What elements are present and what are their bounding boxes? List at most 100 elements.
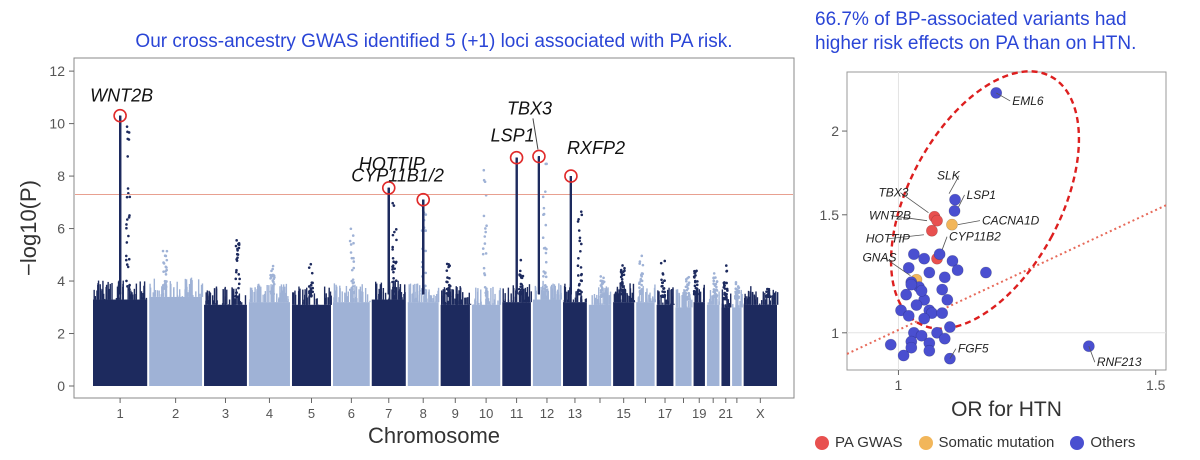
chromosome-10-background	[497, 300, 499, 305]
chromosome-3-peak-point	[235, 291, 238, 295]
chromosome-2-background	[187, 292, 189, 297]
chromosome-2-background	[195, 291, 197, 297]
chromosome-4-background	[253, 291, 255, 303]
chromosome-10-background	[487, 298, 490, 305]
chromosome-14-peak-point	[601, 286, 604, 290]
y-tick-label: 12	[49, 63, 65, 79]
chromosome-5-background	[297, 298, 300, 305]
chromosome-x-background	[773, 292, 776, 305]
chromosome-13-peak-point	[579, 210, 583, 213]
chromosome-4-background	[271, 294, 274, 303]
chromosome-21-background	[723, 304, 725, 308]
chromosome-9-background	[454, 298, 456, 305]
chromosome-2-peak-point	[165, 280, 168, 283]
chromosome-x-background	[753, 294, 756, 305]
chromosome-16-peak-point	[640, 279, 644, 283]
chromosome-3-peak-point	[235, 257, 238, 261]
chromosome-5-background	[291, 304, 331, 386]
legend-item-somatic-mutation: Somatic mutation	[918, 434, 1054, 451]
chromosome-17-peak-point	[660, 281, 664, 284]
chromosome-12-peak-point	[544, 260, 548, 264]
chromosome-11-background	[507, 287, 510, 303]
point-label-cyp11b2: CYP11B2	[949, 230, 1001, 244]
chromosome-7-points	[371, 201, 406, 386]
chromosome-6-background	[355, 286, 358, 303]
chromosome-8-background	[423, 291, 426, 303]
locus-tbx3: TBX3	[507, 98, 552, 295]
chromosome-1-background	[111, 282, 113, 300]
chromosome-20-background	[708, 298, 711, 305]
chromosome-6-background	[344, 292, 346, 303]
chromosome-4-background	[282, 284, 285, 303]
chromosome-6-peak-point	[352, 260, 356, 263]
chromosome-14-background	[609, 299, 611, 305]
chromosome-17-peak-point	[661, 272, 665, 275]
chromosome-1-peak-point	[127, 234, 130, 238]
chromosome-x-background	[762, 291, 764, 305]
chromosome-12-background	[552, 283, 554, 300]
chromosome-5-background	[329, 291, 332, 305]
chromosome-6-background	[346, 296, 349, 303]
chromosome-7-background	[404, 292, 406, 300]
point-label-hottip: HOTTIP	[866, 232, 910, 246]
chromosome-1-peak-point	[125, 241, 129, 244]
chromosome-20-peak-point	[715, 280, 719, 283]
chromosome-7-peak-point	[392, 204, 396, 207]
chromosome-5-peak-point	[308, 290, 311, 293]
chromosome-7-peak-point	[395, 238, 398, 242]
chromosome-15-peak-point	[621, 289, 624, 293]
chromosome-13-background	[576, 292, 579, 303]
chromosome-19-background	[693, 302, 705, 386]
chromosome-2-peak-point	[162, 287, 166, 290]
chromosome-21-peak-point	[723, 291, 726, 295]
chromosome-18-peak-point	[686, 287, 690, 290]
chromosome-4-background	[256, 294, 259, 303]
chromosome-6-background	[341, 291, 343, 303]
chromosome-7-background	[392, 295, 394, 300]
chromosome-2-points	[149, 249, 204, 386]
chromosome-13-background	[572, 299, 575, 303]
chromosome-19-peak-point	[694, 274, 697, 277]
chromosome-12-peak-point	[543, 271, 547, 275]
chromosome-13-background	[584, 298, 587, 303]
chromosome-17-peak-point	[660, 278, 663, 282]
chromosome-7-peak-point	[391, 245, 394, 249]
chromosome-11-background	[510, 293, 512, 303]
chromosome-10-peak-point	[483, 235, 487, 238]
x-tick-label-chr-3: 3	[222, 406, 229, 421]
chromosome-20-background	[715, 293, 718, 305]
chromosome-11-background	[518, 290, 521, 303]
chromosome-5-background	[294, 298, 296, 305]
chromosome-4-background	[249, 299, 251, 303]
chromosome-9-background	[451, 289, 454, 305]
chromosome-1-peak-point	[125, 218, 129, 221]
chromosome-18-background	[683, 289, 685, 308]
chromosome-15-points	[613, 264, 636, 386]
chromosome-2-background	[161, 286, 163, 297]
chromosome-18-background	[678, 293, 680, 308]
chromosome-x-background	[744, 295, 747, 305]
scatter-x-axis-label: OR for HTN	[951, 398, 1062, 421]
chromosome-10-background	[474, 300, 476, 305]
chromosome-3-peak-point	[237, 242, 240, 246]
chromosome-6-background	[354, 284, 356, 303]
chromosome-10-peak-point	[481, 252, 485, 256]
chromosome-x-background	[772, 289, 774, 305]
chromosome-8-peak-point	[423, 292, 427, 296]
y-axis: 0 2 4 6 8 10 12	[49, 63, 74, 394]
chromosome-2-background	[186, 295, 188, 297]
chromosome-1-background	[119, 291, 122, 300]
chromosome-17-points	[656, 259, 675, 386]
chromosome-5-background	[330, 299, 332, 305]
chromosome-3-peak-point	[234, 270, 238, 274]
chromosome-x-background	[751, 292, 754, 305]
chromosome-7-background	[398, 289, 401, 300]
chromosome-12-background	[543, 291, 545, 300]
chromosome-3-background	[205, 300, 207, 305]
chromosome-9-peak-point	[447, 290, 450, 294]
chromosome-6-background	[350, 299, 353, 303]
chromosome-12-peak-point	[542, 275, 545, 278]
chromosome-13-background	[563, 302, 587, 386]
point-27	[910, 299, 923, 311]
chromosome-x-background	[747, 290, 750, 305]
